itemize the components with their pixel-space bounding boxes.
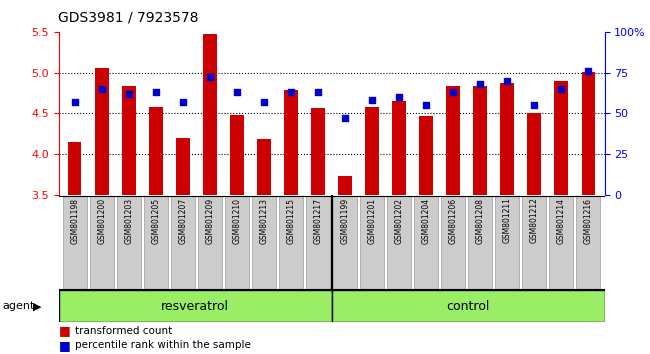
Text: GSM801209: GSM801209: [205, 198, 214, 244]
Point: [340, 115, 350, 121]
Bar: [122, 86, 136, 195]
Bar: [500, 83, 514, 195]
FancyBboxPatch shape: [58, 290, 332, 322]
Text: GSM801203: GSM801203: [124, 198, 133, 244]
FancyBboxPatch shape: [306, 196, 330, 289]
Bar: [419, 116, 433, 195]
FancyBboxPatch shape: [360, 196, 384, 289]
FancyBboxPatch shape: [225, 196, 249, 289]
FancyBboxPatch shape: [495, 196, 519, 289]
Point: [583, 68, 593, 74]
Bar: [554, 81, 568, 195]
Text: GSM801198: GSM801198: [70, 198, 79, 244]
Text: GSM801213: GSM801213: [259, 198, 268, 244]
Text: GSM801202: GSM801202: [395, 198, 404, 244]
Text: GSM801206: GSM801206: [448, 198, 458, 244]
Text: control: control: [447, 300, 489, 313]
Bar: [257, 138, 270, 195]
Point: [556, 86, 566, 92]
Point: [97, 86, 107, 92]
Bar: [365, 107, 379, 195]
FancyBboxPatch shape: [522, 196, 547, 289]
Point: [502, 78, 512, 84]
FancyBboxPatch shape: [198, 196, 222, 289]
Point: [313, 89, 323, 95]
Point: [70, 99, 80, 105]
Bar: [447, 86, 460, 195]
Bar: [284, 91, 298, 195]
FancyBboxPatch shape: [116, 196, 141, 289]
FancyBboxPatch shape: [414, 196, 438, 289]
Text: GSM801215: GSM801215: [287, 198, 296, 244]
Point: [367, 97, 377, 103]
Text: GSM801204: GSM801204: [422, 198, 430, 244]
Text: agent: agent: [2, 301, 34, 311]
Point: [124, 91, 134, 97]
Bar: [311, 108, 325, 195]
Point: [259, 99, 269, 105]
Text: GSM801200: GSM801200: [98, 198, 106, 244]
Bar: [203, 34, 216, 195]
Bar: [68, 142, 81, 195]
Text: GSM801214: GSM801214: [557, 198, 566, 244]
Text: GSM801217: GSM801217: [313, 198, 322, 244]
Bar: [527, 113, 541, 195]
Point: [286, 89, 296, 95]
Text: GSM801207: GSM801207: [178, 198, 187, 244]
Point: [231, 89, 242, 95]
Point: [475, 81, 486, 87]
Point: [205, 75, 215, 80]
Text: ■: ■: [58, 339, 70, 352]
FancyBboxPatch shape: [332, 290, 604, 322]
Point: [151, 89, 161, 95]
Text: GSM801201: GSM801201: [367, 198, 376, 244]
Text: GSM801210: GSM801210: [233, 198, 241, 244]
FancyBboxPatch shape: [576, 196, 601, 289]
Text: GSM801216: GSM801216: [584, 198, 593, 244]
Bar: [176, 138, 190, 195]
Text: percentile rank within the sample: percentile rank within the sample: [75, 340, 251, 350]
FancyBboxPatch shape: [441, 196, 465, 289]
FancyBboxPatch shape: [252, 196, 276, 289]
Text: GSM801211: GSM801211: [502, 198, 512, 244]
Point: [421, 102, 432, 108]
Bar: [95, 69, 109, 195]
Text: ▶: ▶: [33, 301, 42, 311]
FancyBboxPatch shape: [90, 196, 114, 289]
Bar: [582, 72, 595, 195]
FancyBboxPatch shape: [468, 196, 492, 289]
FancyBboxPatch shape: [62, 196, 87, 289]
FancyBboxPatch shape: [333, 196, 358, 289]
Point: [177, 99, 188, 105]
Bar: [230, 115, 244, 195]
Text: resveratrol: resveratrol: [161, 300, 229, 313]
Text: GSM801212: GSM801212: [530, 198, 539, 244]
Text: transformed count: transformed count: [75, 326, 172, 336]
Bar: [338, 176, 352, 195]
Bar: [393, 101, 406, 195]
FancyBboxPatch shape: [144, 196, 168, 289]
FancyBboxPatch shape: [387, 196, 411, 289]
Text: GSM801205: GSM801205: [151, 198, 161, 244]
Bar: [149, 107, 162, 195]
Bar: [473, 86, 487, 195]
Point: [394, 94, 404, 100]
Point: [448, 89, 458, 95]
FancyBboxPatch shape: [279, 196, 303, 289]
Text: GDS3981 / 7923578: GDS3981 / 7923578: [58, 11, 199, 25]
FancyBboxPatch shape: [171, 196, 195, 289]
Text: GSM801208: GSM801208: [476, 198, 485, 244]
Text: ■: ■: [58, 325, 70, 337]
FancyBboxPatch shape: [549, 196, 573, 289]
Point: [529, 102, 539, 108]
Text: GSM801199: GSM801199: [341, 198, 350, 244]
